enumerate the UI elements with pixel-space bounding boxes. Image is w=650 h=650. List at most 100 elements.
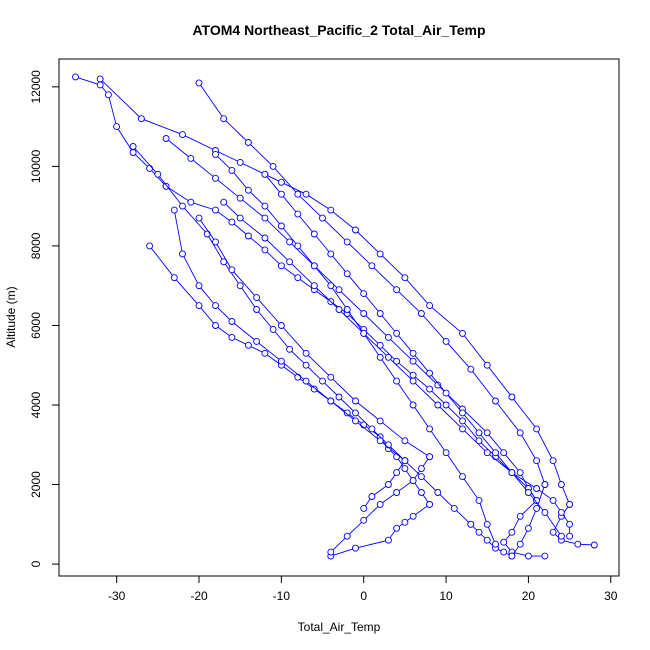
data-point [475, 429, 483, 437]
data-point [261, 170, 269, 178]
data-point [384, 353, 392, 361]
data-point [376, 341, 384, 349]
data-point [483, 361, 491, 369]
data-point [566, 500, 574, 508]
data-point [179, 250, 186, 258]
data-point [352, 409, 359, 417]
data-point [409, 349, 417, 357]
data-point [434, 381, 442, 389]
x-tick-label: 20 [522, 589, 536, 603]
data-point [294, 373, 302, 381]
profile-series [195, 79, 549, 488]
data-point [327, 548, 335, 556]
data-point [146, 164, 154, 172]
data-point [195, 282, 203, 290]
data-point [72, 73, 79, 81]
data-point [310, 230, 318, 238]
data-point [212, 302, 219, 310]
y-tick-label: 10000 [29, 149, 43, 183]
data-point [393, 357, 401, 365]
data-point [409, 371, 417, 379]
profile-series [327, 500, 434, 560]
x-tick-label: -10 [273, 589, 291, 603]
data-point [376, 310, 384, 317]
data-point [96, 81, 104, 89]
data-point [426, 500, 434, 508]
data-point [352, 226, 359, 234]
data-point [310, 282, 318, 290]
data-point [129, 143, 137, 150]
data-point [253, 337, 261, 345]
data-point [508, 528, 516, 536]
data-point [442, 389, 450, 397]
data-point [549, 457, 557, 465]
series-line [149, 245, 430, 505]
data-point [508, 552, 516, 560]
data-point [574, 540, 582, 548]
data-point [302, 349, 310, 357]
data-point [393, 489, 401, 496]
chart-title: ATOM4 Northeast_Pacific_2 Total_Air_Temp [192, 22, 485, 38]
data-point [426, 369, 434, 377]
series-line [223, 201, 571, 537]
data-point [516, 512, 524, 520]
data-point [277, 262, 285, 270]
data-point [401, 518, 409, 526]
data-point [360, 329, 368, 337]
data-point [154, 170, 162, 178]
data-point [286, 238, 294, 246]
data-point [442, 337, 450, 345]
data-point [376, 353, 384, 361]
data-point [244, 232, 252, 240]
profile-series [170, 206, 409, 465]
series-line [173, 210, 406, 462]
data-point [220, 115, 228, 123]
data-point [302, 377, 310, 385]
data-point [459, 473, 466, 481]
data-point [335, 306, 343, 313]
data-point [253, 294, 261, 302]
data-point [557, 481, 565, 488]
data-point [492, 540, 499, 548]
data-point [393, 377, 401, 385]
x-tick-label: -20 [190, 589, 208, 603]
data-point [319, 377, 326, 385]
data-point [401, 457, 409, 465]
data-point [442, 449, 450, 457]
data-point [566, 532, 574, 540]
plot-frame [58, 58, 620, 577]
data-point [212, 174, 219, 182]
data-point [492, 449, 499, 457]
data-point [533, 496, 541, 504]
data-point [129, 149, 137, 156]
data-point [261, 214, 269, 222]
data-point [417, 489, 425, 496]
data-point [459, 329, 466, 337]
data-point [426, 453, 434, 461]
series-line [330, 504, 430, 557]
profile-series [220, 198, 574, 540]
data-point [228, 318, 236, 325]
series-line [165, 185, 537, 501]
data-point [261, 202, 269, 210]
profile-series [261, 170, 565, 540]
x-tick-label: 0 [360, 589, 367, 603]
data-point [442, 401, 450, 409]
data-point [401, 437, 409, 445]
data-point [244, 139, 252, 146]
data-point [549, 528, 557, 536]
data-point [566, 520, 574, 528]
data-point [228, 266, 236, 274]
data-point [269, 325, 277, 333]
data-point [179, 202, 186, 210]
data-point [335, 286, 343, 294]
y-tick-label: 2000 [29, 471, 43, 498]
profile-series [549, 500, 598, 549]
data-point [319, 214, 326, 222]
data-point [220, 198, 228, 206]
profile-series [195, 214, 434, 461]
data-point [533, 425, 541, 433]
data-point [467, 365, 475, 373]
data-point [409, 377, 417, 385]
data-point [113, 123, 121, 131]
